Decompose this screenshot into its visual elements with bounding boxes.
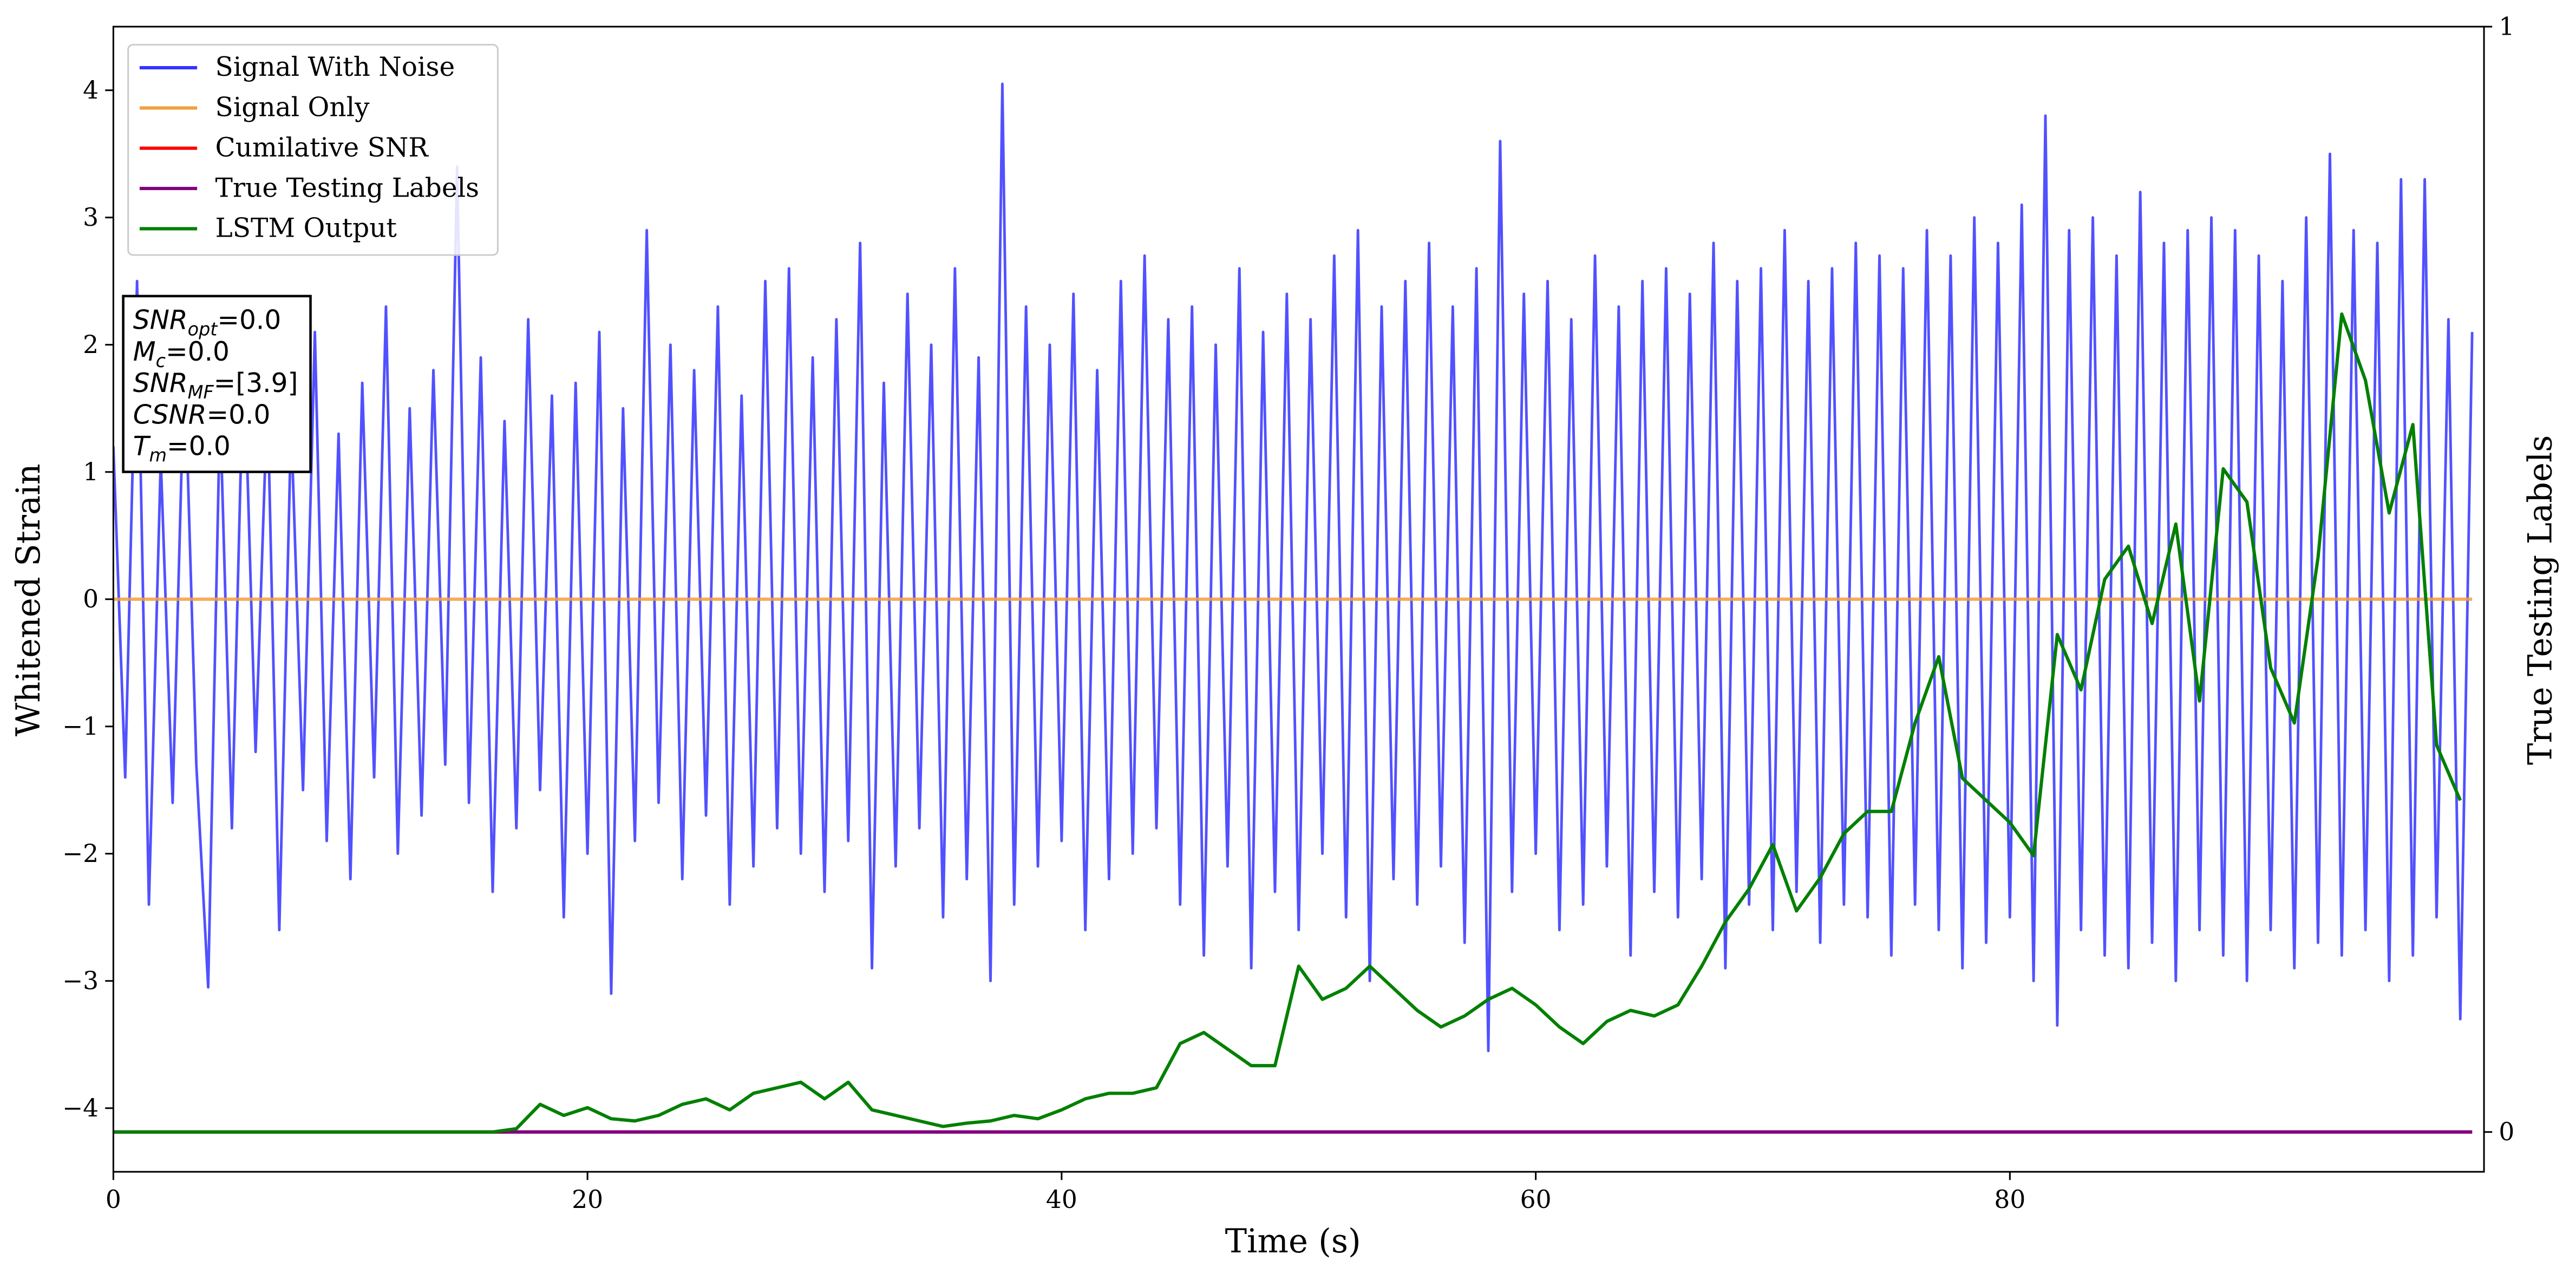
legend-label: LSTM Output xyxy=(215,213,397,244)
annotation-line: SNRopt=0.0 xyxy=(133,305,281,340)
y-tick-label: −2 xyxy=(62,839,99,868)
annotation-line: Tm=0.0 xyxy=(133,432,231,466)
y-tick-label: −3 xyxy=(62,966,99,995)
legend-box xyxy=(127,44,499,256)
legend-label: True Testing Labels xyxy=(215,173,480,203)
annotation-line: SNRMF=[3.9] xyxy=(133,368,298,403)
y-tick-label: 0 xyxy=(83,585,99,613)
series-line xyxy=(113,312,2462,1134)
y-axis-label: Whitened Strain xyxy=(10,463,48,736)
x-tick-label: 0 xyxy=(106,1185,121,1214)
annotation-line: CSNR=0.0 xyxy=(133,400,271,430)
y-tick-label: 2 xyxy=(83,330,99,359)
annotation-rest: =[3.9] xyxy=(214,368,298,398)
annotation-rest: =0.0 xyxy=(217,305,281,336)
annotation-rest: =0.0 xyxy=(206,400,270,430)
y2-tick-label: 0 xyxy=(2499,1118,2514,1146)
legend-label: Cumilative SNR xyxy=(215,133,429,163)
annotation-base: SNR xyxy=(133,305,188,336)
x-tick-label: 60 xyxy=(1520,1185,1552,1214)
y-tick-label: 3 xyxy=(83,203,99,232)
annotation-rest: =0.0 xyxy=(166,337,230,367)
plot-frame xyxy=(112,25,2485,1173)
x-tick-label: 20 xyxy=(572,1185,603,1214)
annotation-rest: =0.0 xyxy=(167,432,231,462)
y-tick-label: −1 xyxy=(62,712,99,741)
annotation-base: M xyxy=(133,337,156,367)
legend-label: Signal Only xyxy=(215,93,370,123)
annotation-sub: opt xyxy=(188,319,219,340)
series-line xyxy=(113,82,2474,1053)
annotation-base: SNR xyxy=(133,368,188,398)
annotation-base: CSNR xyxy=(133,400,207,430)
y-tick-label: 4 xyxy=(83,76,99,104)
annotation-sub: m xyxy=(149,445,167,466)
y-tick-label: 1 xyxy=(83,458,99,486)
x-tick-label: 40 xyxy=(1046,1185,1077,1214)
x-axis-label: Time (s) xyxy=(1225,1223,1361,1260)
y-tick-label: −4 xyxy=(62,1094,99,1122)
legend-label: Signal With Noise xyxy=(215,52,455,82)
annotation-sub: MF xyxy=(188,382,214,403)
annotation-sub: c xyxy=(156,350,166,371)
annotation-base: T xyxy=(133,432,151,462)
y2-axis-label: True Testing Labels xyxy=(2521,435,2559,765)
y2-tick-label: 1 xyxy=(2499,12,2514,41)
annotation-line: Mc=0.0 xyxy=(133,337,230,371)
annotation-box xyxy=(122,295,312,473)
x-tick-label: 80 xyxy=(1994,1185,2025,1214)
